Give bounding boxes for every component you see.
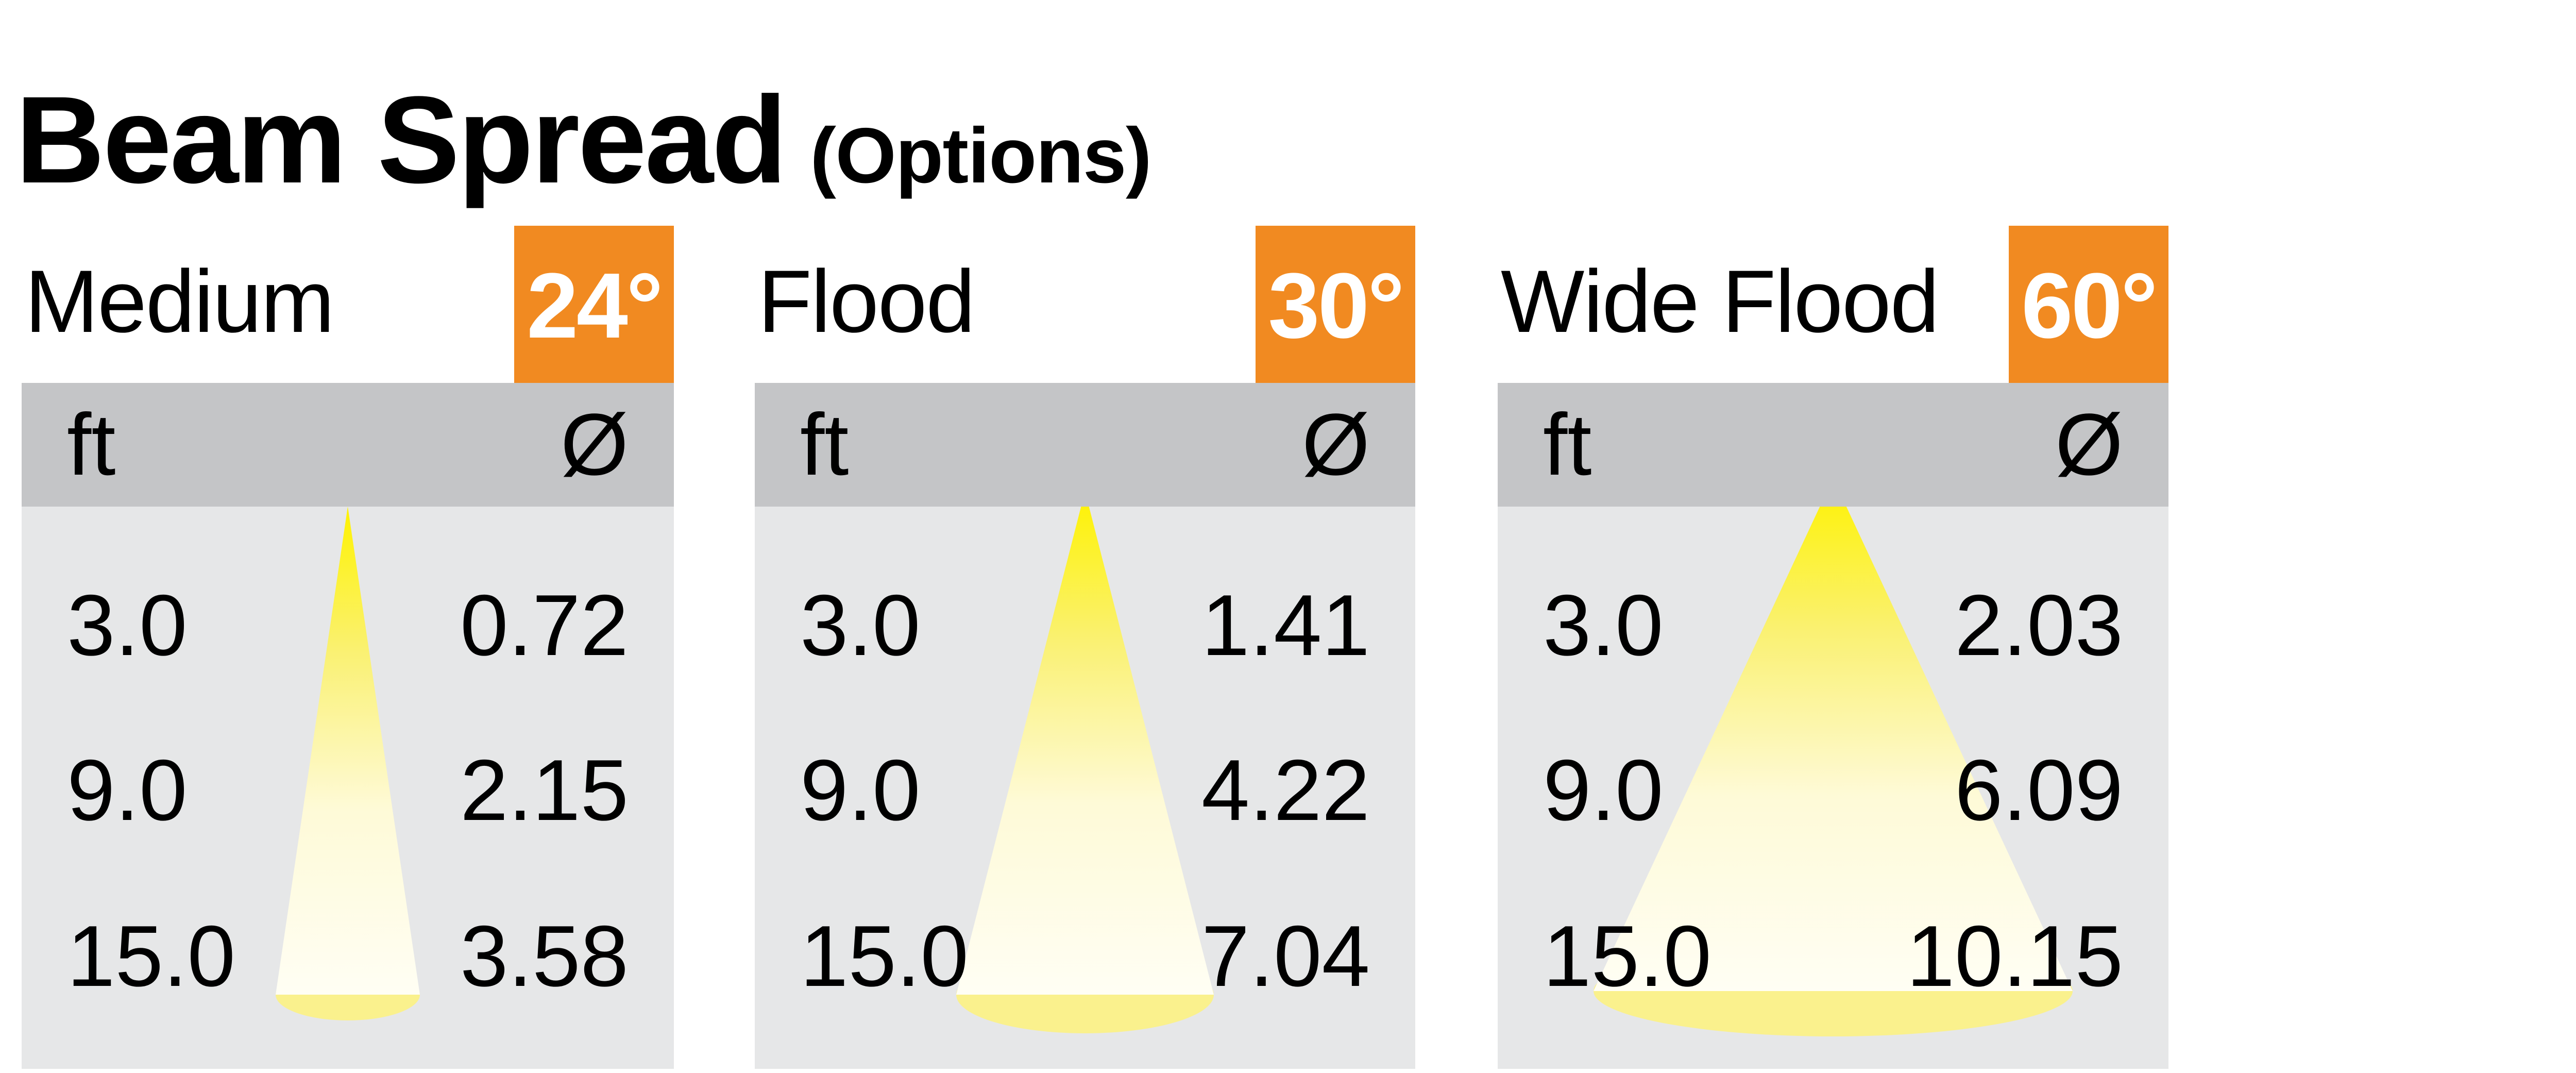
diameter-value: 2.03 [1955, 577, 2123, 674]
beam-angle-badge: 24° [514, 226, 674, 383]
table-row: 9.0 4.22 [755, 746, 1415, 834]
diameter-value: 4.22 [1201, 742, 1370, 839]
table-row: 9.0 2.15 [22, 746, 674, 834]
table-body: 3.0 0.72 9.0 2.15 15.0 3.58 [22, 507, 674, 1069]
distance-value: 15.0 [800, 908, 969, 1004]
distance-value: 3.0 [67, 577, 188, 674]
beam-angle-value: 24° [527, 254, 663, 358]
light-cone-shape [1594, 507, 2073, 991]
distance-value: 9.0 [67, 742, 188, 839]
table-row: 3.0 0.72 [22, 581, 674, 669]
distance-value: 3.0 [1543, 577, 1664, 674]
panel-header: Medium 24° [22, 226, 674, 383]
light-cone-shape [956, 507, 1214, 995]
table-row: 15.0 10.15 [1498, 912, 2168, 1000]
table-header-row: ft Ø [755, 383, 1415, 507]
beam-name: Flood [758, 252, 975, 351]
panel-header: Wide Flood 60° [1498, 226, 2168, 383]
table-body: 3.0 2.03 9.0 6.09 15.0 10.15 [1498, 507, 2168, 1069]
distance-value: 15.0 [1543, 908, 1711, 1004]
page-title: Beam Spread (Options) [15, 70, 1152, 209]
distance-value: 15.0 [67, 908, 235, 1004]
distance-value: 9.0 [1543, 742, 1664, 839]
beam-cone-illustration [1594, 507, 2073, 1036]
diameter-value: 6.09 [1955, 742, 2123, 839]
diameter-value: 1.41 [1201, 577, 1370, 674]
beam-angle-value: 30° [1268, 254, 1404, 358]
beam-name: Wide Flood [1501, 252, 1939, 351]
column-label-diameter: Ø [2055, 396, 2123, 494]
column-label-diameter: Ø [1301, 396, 1370, 494]
distance-value: 3.0 [800, 577, 921, 674]
beam-cone-illustration [276, 507, 420, 1020]
table-row: 15.0 3.58 [22, 912, 674, 1000]
panel-header: Flood 30° [755, 226, 1415, 383]
table-row: 3.0 2.03 [1498, 581, 2168, 669]
column-label-distance: ft [1543, 396, 1592, 494]
beam-angle-badge: 60° [2009, 226, 2168, 383]
table-body: 3.0 1.41 9.0 4.22 15.0 7.04 [755, 507, 1415, 1069]
diameter-value: 0.72 [460, 577, 629, 674]
beam-angle-value: 60° [2021, 254, 2158, 358]
table-row: 3.0 1.41 [755, 581, 1415, 669]
diameter-value: 7.04 [1201, 908, 1370, 1004]
diameter-value: 3.58 [460, 908, 629, 1004]
table-row: 15.0 7.04 [755, 912, 1415, 1000]
beam-cone-illustration [956, 507, 1214, 1033]
table-header-row: ft Ø [1498, 383, 2168, 507]
diameter-value: 10.15 [1906, 908, 2123, 1004]
beam-name: Medium [25, 252, 334, 351]
column-label-distance: ft [800, 396, 849, 494]
distance-value: 9.0 [800, 742, 921, 839]
beam-panel-medium: Medium 24° ft Ø [22, 226, 674, 1069]
beam-panel-flood: Flood 30° ft Ø [755, 226, 1415, 1069]
diameter-value: 2.15 [460, 742, 629, 839]
table-header-row: ft Ø [22, 383, 674, 507]
beam-angle-badge: 30° [1256, 226, 1415, 383]
table-row: 9.0 6.09 [1498, 746, 2168, 834]
column-label-diameter: Ø [560, 396, 629, 494]
beam-panel-wide-flood: Wide Flood 60° ft Ø [1498, 226, 2168, 1069]
column-label-distance: ft [67, 396, 116, 494]
light-cone-shape [276, 507, 420, 995]
page-title-subtitle: (Options) [810, 111, 1151, 199]
page-title-main: Beam Spread [15, 70, 787, 209]
